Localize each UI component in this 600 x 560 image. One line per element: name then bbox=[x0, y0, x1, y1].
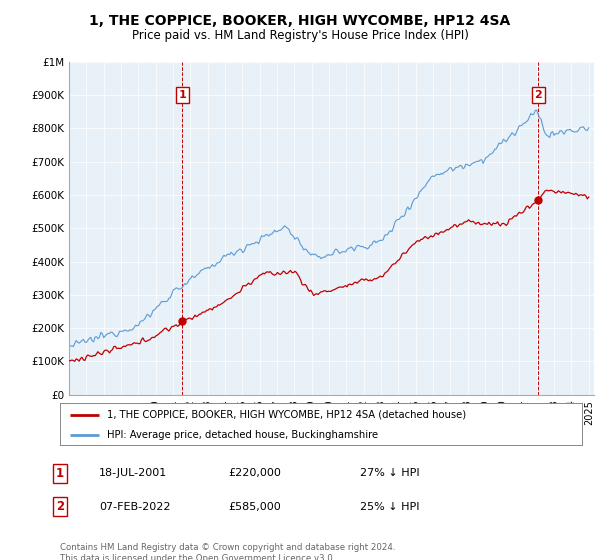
Text: Contains HM Land Registry data © Crown copyright and database right 2024.
This d: Contains HM Land Registry data © Crown c… bbox=[60, 543, 395, 560]
Text: 1: 1 bbox=[56, 466, 64, 480]
Text: 1, THE COPPICE, BOOKER, HIGH WYCOMBE, HP12 4SA (detached house): 1, THE COPPICE, BOOKER, HIGH WYCOMBE, HP… bbox=[107, 410, 466, 420]
Text: 2: 2 bbox=[535, 90, 542, 100]
Text: 25% ↓ HPI: 25% ↓ HPI bbox=[360, 502, 419, 512]
Text: 07-FEB-2022: 07-FEB-2022 bbox=[99, 502, 170, 512]
Text: Price paid vs. HM Land Registry's House Price Index (HPI): Price paid vs. HM Land Registry's House … bbox=[131, 29, 469, 42]
Text: 1: 1 bbox=[179, 90, 187, 100]
Text: 1, THE COPPICE, BOOKER, HIGH WYCOMBE, HP12 4SA: 1, THE COPPICE, BOOKER, HIGH WYCOMBE, HP… bbox=[89, 14, 511, 28]
Text: £585,000: £585,000 bbox=[228, 502, 281, 512]
Text: 27% ↓ HPI: 27% ↓ HPI bbox=[360, 468, 419, 478]
Text: 2: 2 bbox=[56, 500, 64, 514]
Text: HPI: Average price, detached house, Buckinghamshire: HPI: Average price, detached house, Buck… bbox=[107, 430, 378, 440]
Text: 18-JUL-2001: 18-JUL-2001 bbox=[99, 468, 167, 478]
Text: £220,000: £220,000 bbox=[228, 468, 281, 478]
